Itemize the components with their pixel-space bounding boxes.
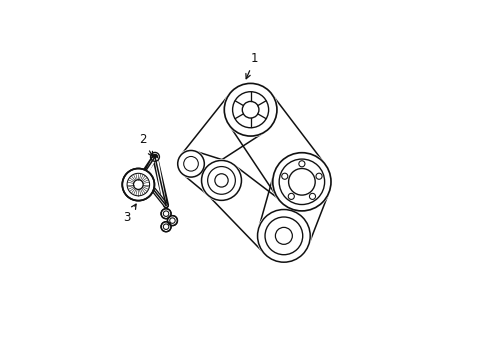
Circle shape [161,209,171,219]
Circle shape [176,149,205,179]
Circle shape [161,222,171,232]
Circle shape [167,216,177,226]
Circle shape [256,208,311,264]
Circle shape [271,151,332,212]
Polygon shape [138,157,166,205]
Text: 2: 2 [139,133,153,157]
Circle shape [200,159,243,202]
Text: 1: 1 [245,52,258,79]
Text: 3: 3 [123,204,136,224]
Circle shape [223,82,278,138]
Circle shape [122,168,154,201]
